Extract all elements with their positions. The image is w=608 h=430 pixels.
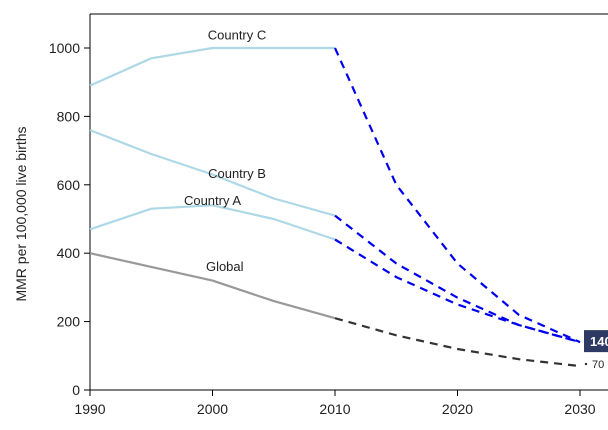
y-axis-ticks: 0 200 400 600 800 1000 (49, 40, 90, 398)
series-layer (89, 46, 581, 368)
end-value-label: 70 (592, 359, 604, 371)
series-label: Global (206, 259, 244, 274)
y-tick-label: 800 (57, 108, 81, 124)
y-tick-label: 200 (57, 314, 81, 330)
x-tick-label: 1990 (74, 401, 105, 417)
series-label: Country A (184, 193, 241, 208)
country-c-observed-line (89, 46, 335, 87)
end-value-annotations: 140 70 (584, 330, 608, 371)
y-axis-title: MMR per 100,000 live births (13, 126, 29, 301)
end-value-label: 140 (590, 334, 608, 349)
country-a-observed-line (89, 204, 336, 241)
series-label: Country C (208, 27, 267, 42)
y-tick-label: 0 (72, 382, 80, 398)
y-tick-label: 600 (57, 177, 81, 193)
end-value-badge (584, 330, 608, 353)
country-c-projected-line (333, 47, 581, 344)
x-tick-label: 2000 (197, 401, 228, 417)
end-value-dot (584, 362, 588, 366)
x-tick-label: 2010 (319, 401, 350, 417)
country-b-projected-line (334, 214, 581, 344)
global-projected-line (334, 317, 581, 368)
x-axis-ticks: 1990 2000 2010 2020 2030 (74, 390, 596, 417)
series-labels: Country C Country B Country A Global (184, 27, 266, 274)
country-b-observed-line (89, 129, 336, 217)
country-a-projected-line (334, 238, 581, 344)
plot-area (89, 13, 608, 391)
x-tick-label: 2020 (442, 401, 473, 417)
x-tick-label: 2030 (564, 401, 595, 417)
y-tick-label: 1000 (49, 40, 80, 56)
series-label: Country B (208, 166, 266, 181)
global-observed-line (89, 252, 336, 320)
y-tick-label: 400 (57, 245, 81, 261)
